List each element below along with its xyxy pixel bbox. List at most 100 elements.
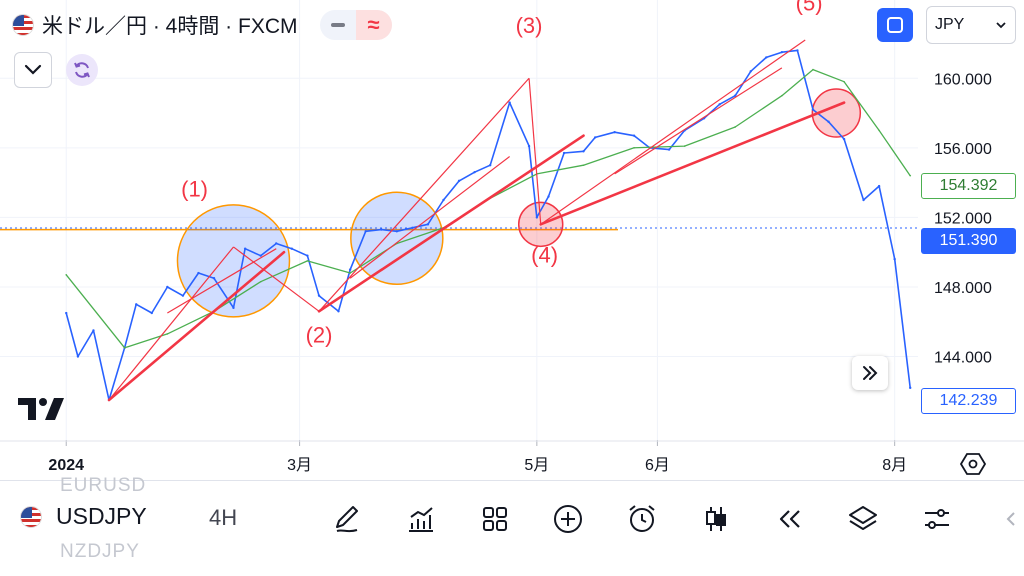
wave-line bbox=[528, 78, 542, 225]
price-point bbox=[508, 101, 511, 104]
price-point bbox=[827, 120, 830, 123]
y-tick-label: 156.000 bbox=[934, 141, 992, 158]
chart-title[interactable]: 米ドル／円 · 4時間 · FXCM bbox=[42, 15, 298, 38]
ma-point bbox=[812, 68, 814, 71]
price-point bbox=[893, 257, 896, 261]
ghost-symbol-previous: EURUSD bbox=[60, 475, 147, 496]
wave-line bbox=[614, 67, 783, 175]
price-point bbox=[842, 137, 846, 141]
price-point bbox=[181, 294, 185, 297]
fullscreen-icon bbox=[887, 17, 903, 33]
alert-button[interactable] bbox=[622, 499, 662, 539]
refresh-icon bbox=[74, 62, 90, 78]
wave-label: (5) bbox=[796, 0, 823, 15]
fullscreen-button[interactable] bbox=[877, 8, 913, 42]
draw-tool-button[interactable] bbox=[327, 499, 367, 539]
pen-icon bbox=[336, 506, 358, 533]
ma-price-tag: 154.392 bbox=[921, 173, 1016, 199]
y-tick-label: 148.000 bbox=[934, 280, 992, 297]
chart-area[interactable]: 160.000 156.000 152.000 148.000 144.000 2024 3… bbox=[0, 0, 1024, 480]
currency-select[interactable]: JPY bbox=[926, 6, 1016, 44]
price-point bbox=[212, 277, 216, 280]
price-point bbox=[582, 150, 585, 153]
toolbar-more-icon[interactable] bbox=[996, 499, 1024, 539]
wave-label: (2) bbox=[306, 323, 333, 348]
symbol-selector[interactable]: USDJPY bbox=[20, 503, 147, 530]
candles-icon bbox=[706, 507, 726, 531]
price-point bbox=[877, 184, 881, 188]
settings-button[interactable] bbox=[917, 499, 957, 539]
trend-line bbox=[107, 250, 286, 402]
alarm-clock-icon bbox=[629, 505, 655, 532]
replay-button[interactable] bbox=[769, 499, 809, 539]
scroll-to-latest-button[interactable] bbox=[852, 356, 888, 390]
ghost-symbol-next: NZDJPY bbox=[60, 541, 140, 562]
price-point bbox=[796, 49, 799, 52]
price-point bbox=[65, 311, 68, 315]
chart-header: 米ドル／円 · 4時間 · FXCM ≈ bbox=[12, 10, 392, 40]
wave-line bbox=[108, 246, 234, 401]
layouts-button[interactable] bbox=[475, 499, 515, 539]
price-point bbox=[348, 268, 352, 271]
minus-icon[interactable] bbox=[320, 10, 356, 40]
wave-line bbox=[233, 246, 320, 312]
chevron-down-icon bbox=[996, 22, 1006, 29]
ma-point bbox=[734, 126, 736, 128]
ma-point bbox=[582, 164, 585, 167]
indicators-button[interactable] bbox=[401, 499, 441, 539]
price-point bbox=[613, 130, 616, 134]
wave-label: (4) bbox=[531, 243, 558, 268]
wave-label: (3) bbox=[516, 13, 543, 38]
low-price-tag: 142.239 bbox=[921, 388, 1016, 414]
approx-icon[interactable]: ≈ bbox=[355, 10, 392, 40]
plus-circle-icon bbox=[554, 505, 582, 533]
interval-selector[interactable]: 4H bbox=[209, 505, 238, 530]
order-pill[interactable]: ≈ bbox=[319, 10, 392, 40]
objects-button[interactable] bbox=[843, 499, 883, 539]
price-point bbox=[562, 151, 566, 155]
price-point bbox=[337, 310, 340, 313]
price-point bbox=[232, 306, 235, 310]
ma-point bbox=[633, 147, 635, 149]
wave-line bbox=[318, 77, 530, 312]
price-point bbox=[488, 164, 492, 167]
price-point bbox=[442, 198, 445, 202]
layers-icon bbox=[849, 506, 877, 530]
wave-label: (1) bbox=[181, 177, 208, 202]
moving-average-line bbox=[65, 68, 911, 349]
double-chevron-right-icon bbox=[863, 366, 878, 380]
trend-line bbox=[539, 101, 846, 226]
price-point bbox=[306, 254, 309, 257]
price-point bbox=[862, 198, 865, 202]
add-button[interactable] bbox=[548, 499, 588, 539]
bottom-toolbar: EURUSD USDJPY 4H NZDJPY bbox=[0, 475, 1024, 576]
price-point bbox=[259, 254, 262, 257]
collapse-legend-button[interactable] bbox=[14, 52, 52, 88]
y-tick-label: 160.000 bbox=[934, 71, 992, 88]
price-chart[interactable]: 160.000 156.000 152.000 148.000 144.000 2024 3… bbox=[0, 0, 1024, 480]
price-point bbox=[150, 311, 153, 315]
symbol-name: USDJPY bbox=[56, 503, 147, 529]
y-tick-label: 152.000 bbox=[934, 210, 992, 227]
price-point bbox=[527, 144, 531, 148]
us-flag-icon bbox=[12, 14, 34, 36]
price-point bbox=[395, 230, 399, 233]
price-point bbox=[909, 386, 912, 390]
last-price-tag: 151.390 bbox=[921, 228, 1016, 254]
wave-line bbox=[167, 248, 277, 314]
price-point bbox=[290, 247, 294, 250]
price-point bbox=[765, 56, 768, 59]
refresh-button[interactable] bbox=[66, 54, 98, 86]
price-point bbox=[749, 70, 752, 73]
chart-settings-icon[interactable] bbox=[959, 452, 987, 481]
price-point bbox=[426, 223, 430, 226]
grid-icon bbox=[483, 507, 507, 531]
chart-type-button[interactable] bbox=[696, 499, 736, 539]
trend-line bbox=[317, 134, 585, 313]
price-point bbox=[811, 108, 815, 111]
price-point bbox=[243, 247, 247, 250]
ma-point bbox=[123, 347, 126, 349]
us-flag-icon bbox=[20, 505, 42, 528]
range-circle-2 bbox=[350, 191, 444, 286]
ma-point bbox=[166, 333, 169, 335]
